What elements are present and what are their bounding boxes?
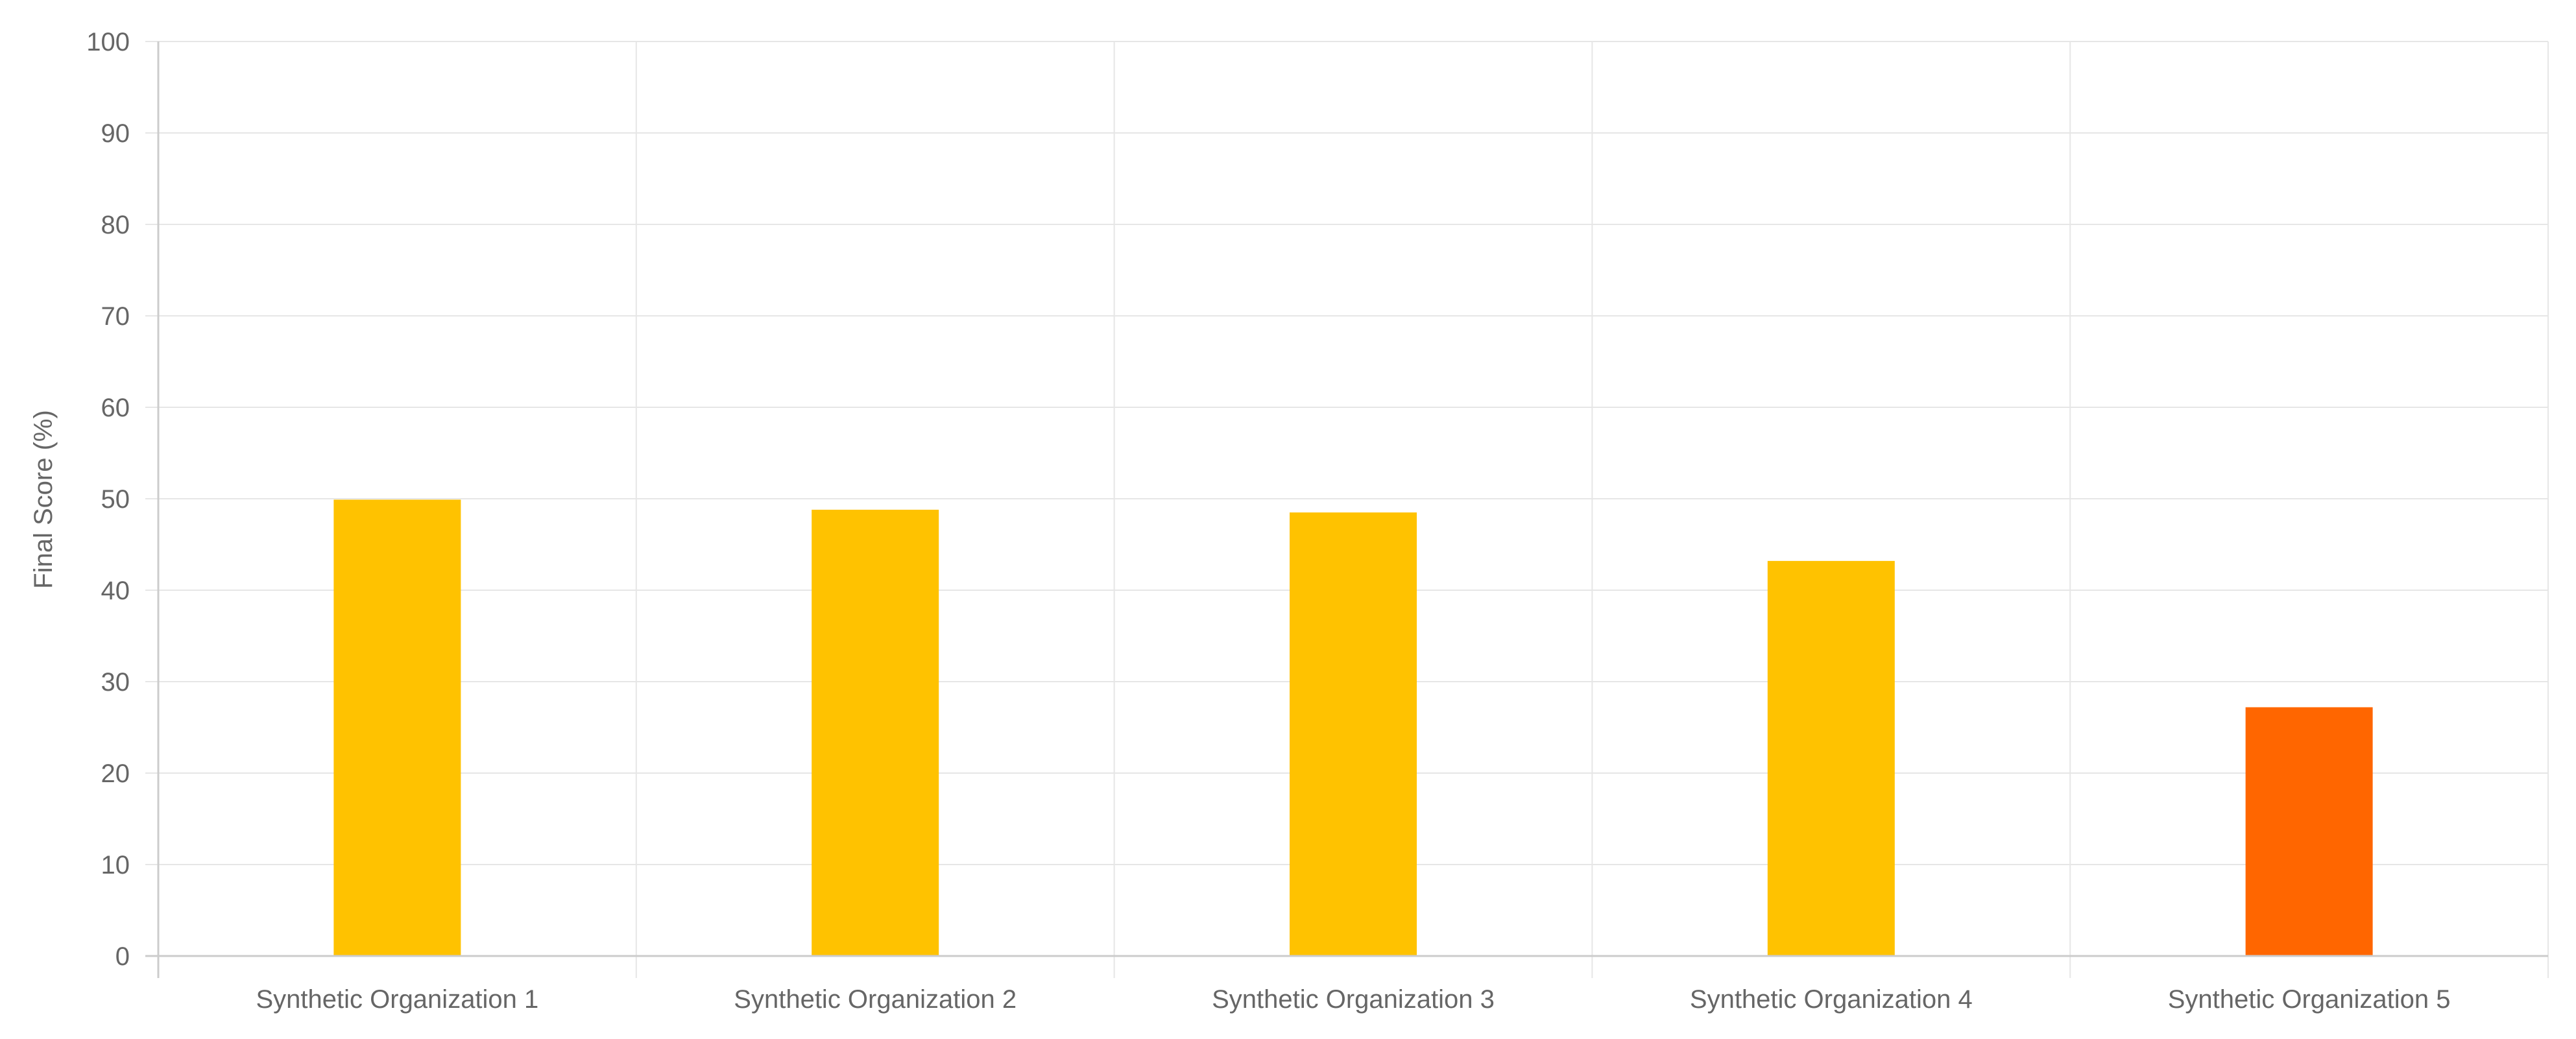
bar-3[interactable] [1290, 512, 1417, 956]
y-tick-label: 70 [101, 302, 130, 331]
y-tick-label: 90 [101, 119, 130, 148]
y-tick-label: 50 [101, 485, 130, 514]
x-tick-label: Synthetic Organization 5 [2168, 985, 2451, 1014]
bar-4[interactable] [1767, 560, 1895, 956]
bar-5[interactable] [2245, 707, 2373, 956]
labels-layer: 0 10 20 30 40 50 60 70 80 90 100 Synthetic Organiza… [86, 28, 2450, 1014]
y-tick-label: 20 [101, 759, 130, 788]
y-tick-label: 40 [101, 577, 130, 605]
y-tick-label: 100 [86, 28, 130, 56]
y-tick-label: 10 [101, 851, 130, 879]
y-axis-title: Final Score (%) [29, 410, 58, 589]
bar-2[interactable] [812, 509, 939, 956]
x-tick-label: Synthetic Organization 3 [1212, 985, 1495, 1014]
y-tick-label: 0 [115, 942, 130, 971]
x-tick-label: Synthetic Organization 2 [734, 985, 1017, 1014]
bar-1[interactable] [333, 499, 461, 956]
axes-layer [145, 42, 2548, 978]
y-tick-label: 80 [101, 211, 130, 239]
x-tick-label: Synthetic Organization 1 [256, 985, 538, 1014]
x-tick-label: Synthetic Organization 4 [1690, 985, 1973, 1014]
grid-layer [145, 41, 2549, 978]
y-tick-label: 60 [101, 394, 130, 422]
y-tick-label: 30 [101, 668, 130, 697]
bars-layer [333, 499, 2373, 956]
